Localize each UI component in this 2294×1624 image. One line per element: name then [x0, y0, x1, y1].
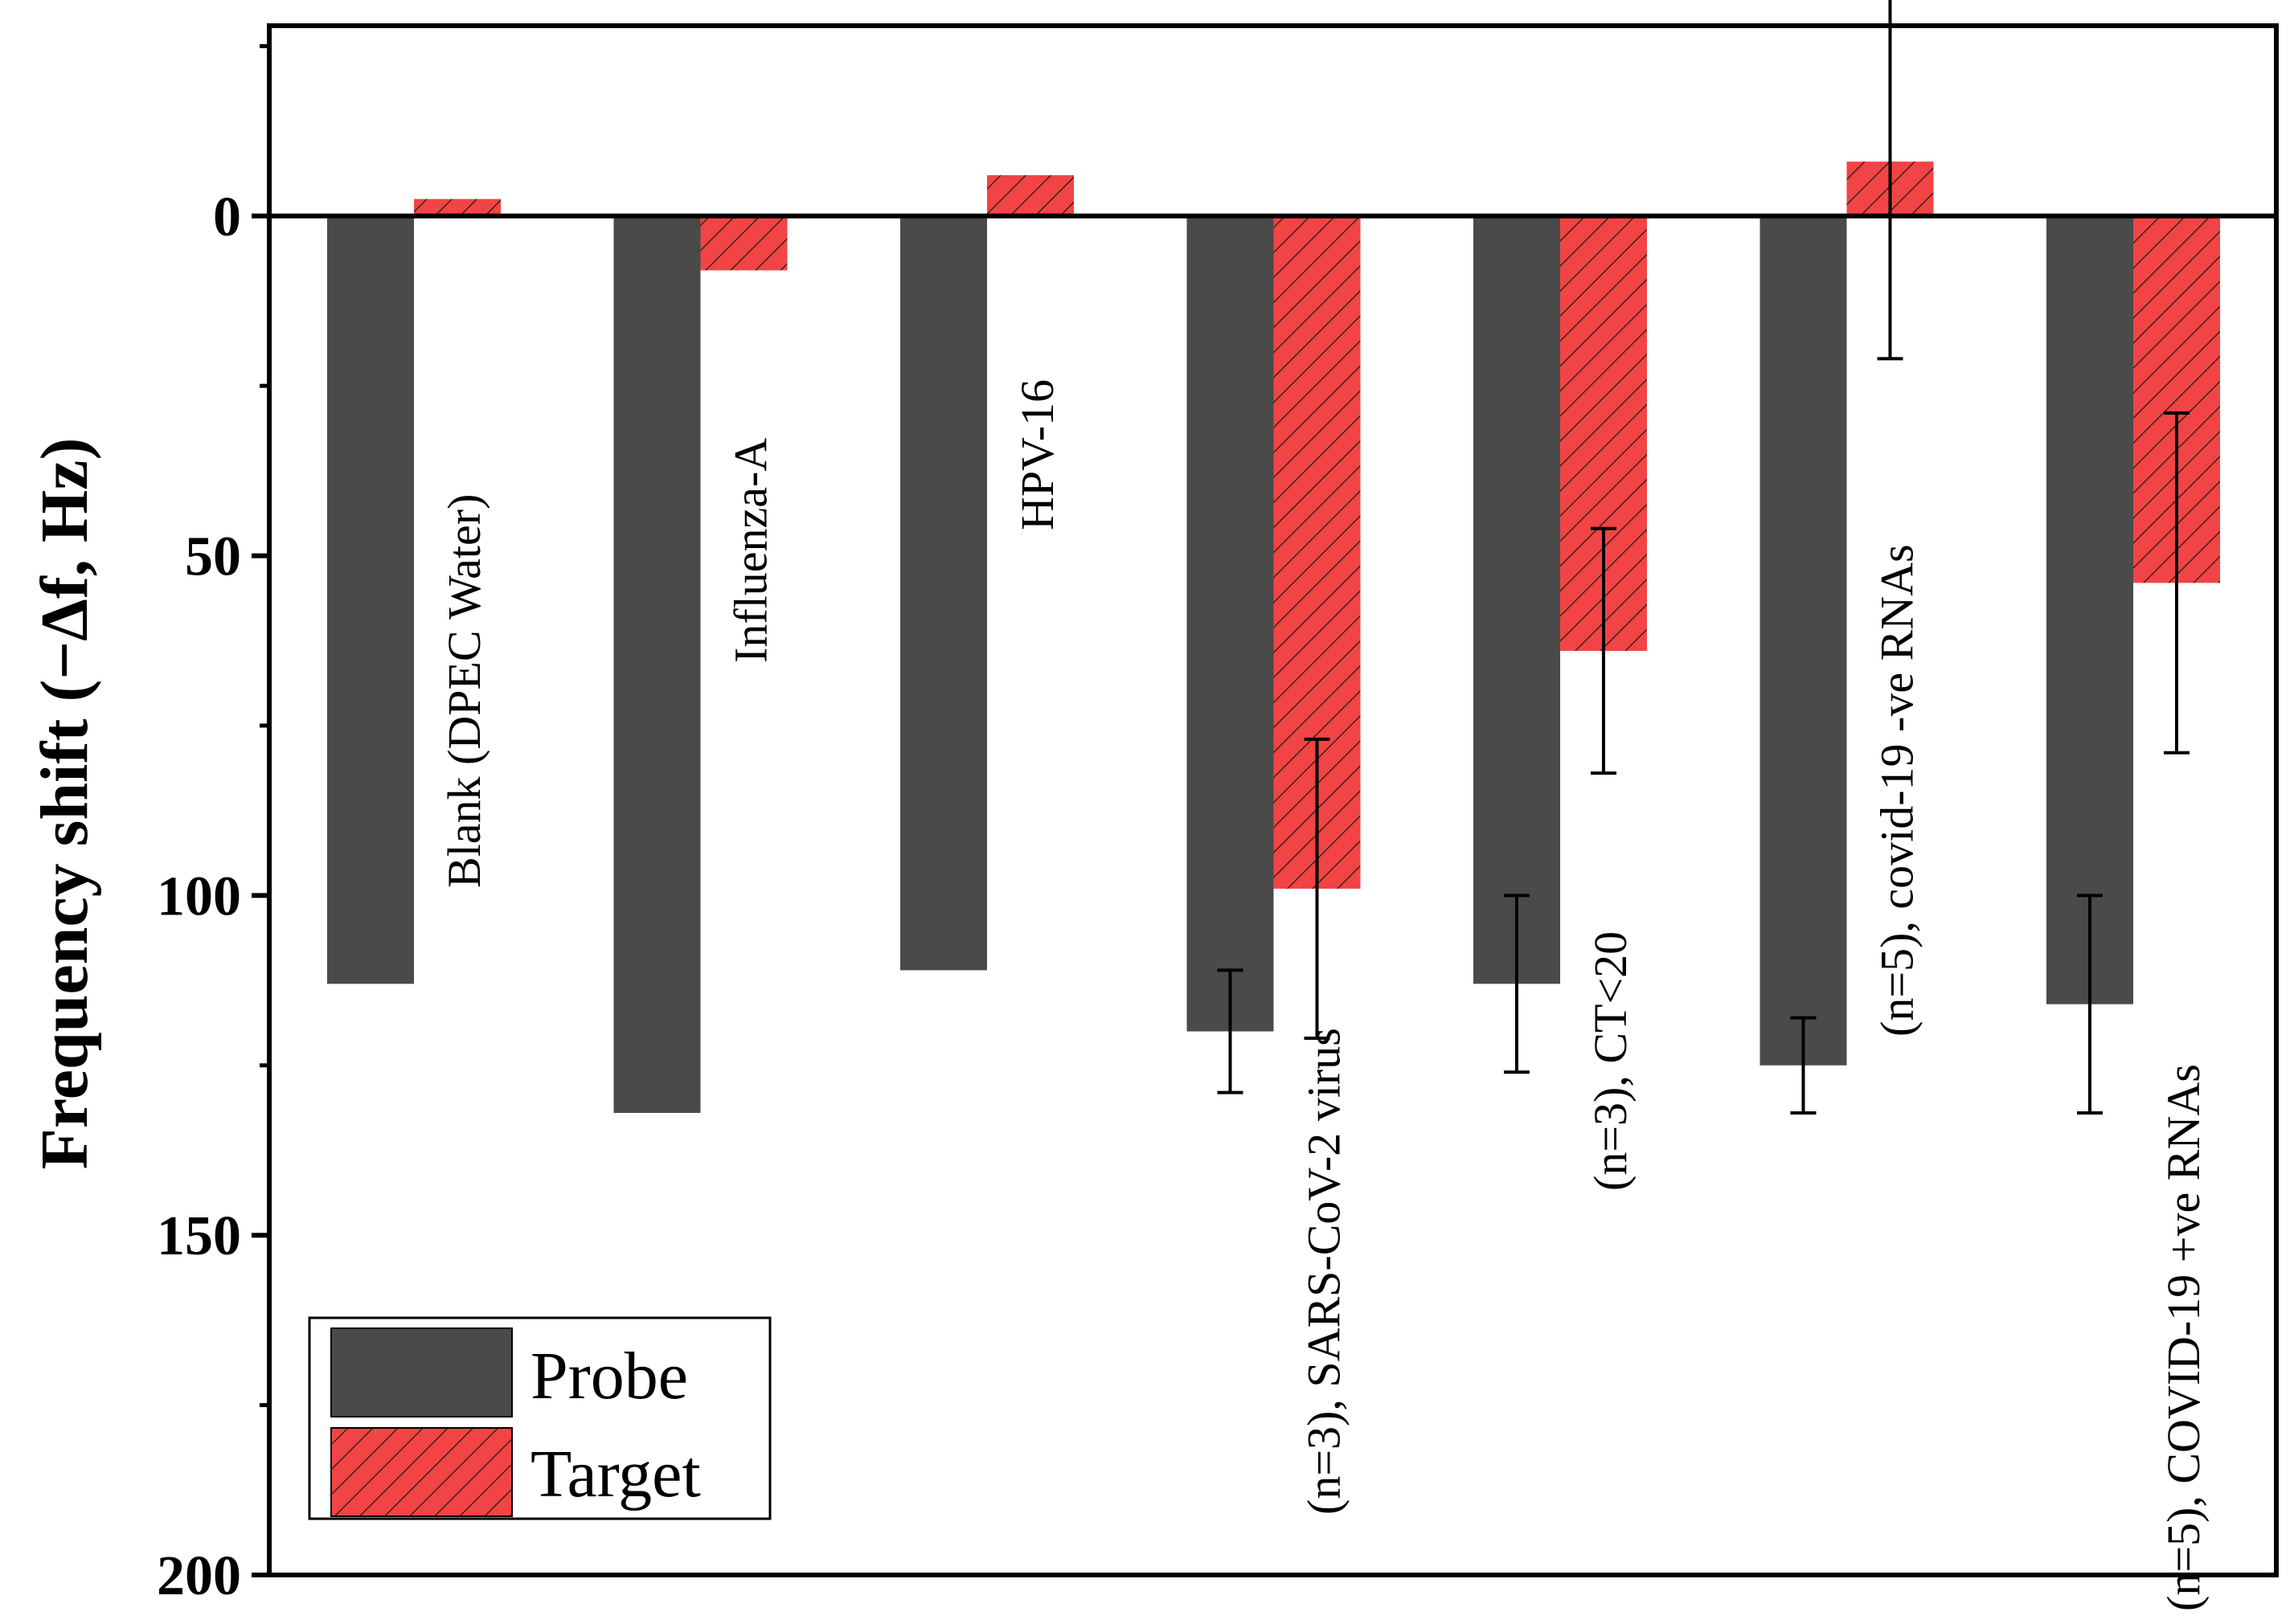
bars-layer — [327, 162, 2220, 1113]
category-label: (n=5), COVID-19 +ve RNAs — [2157, 1064, 2210, 1611]
y-tick-label: 50 — [185, 526, 241, 588]
bar-probe — [1759, 215, 1847, 1066]
error-bar-probe — [1504, 894, 1530, 1074]
category-labels: Blank (DPEC Water) Influenza-A HPV-16 (n=3)… — [438, 379, 2210, 1611]
legend-swatch-probe — [330, 1327, 513, 1417]
category-label: HPV-16 — [1011, 379, 1063, 530]
y-tick-label: 200 — [157, 1545, 241, 1607]
error-bar-target — [1877, 0, 1903, 361]
legend-label-probe: Probe — [530, 1339, 688, 1413]
error-bar-target — [1304, 737, 1330, 1040]
category-label: (n=3), CT<20 — [1584, 931, 1637, 1191]
error-bars-layer — [1217, 0, 2190, 1115]
y-tick-label: 150 — [157, 1205, 241, 1267]
category-label: (n=3), SARS-CoV-2 virus — [1298, 1028, 1350, 1515]
bar-probe — [2046, 215, 2133, 1004]
category-label: (n=5), covid-19 -ve RNAs — [1871, 544, 1923, 1037]
error-bar-probe — [1217, 968, 1243, 1094]
category-label: Influenza-A — [725, 438, 777, 663]
bar-probe — [1473, 215, 1560, 984]
y-tick-label: 100 — [157, 865, 241, 927]
bar-target — [700, 215, 788, 271]
category-label: Blank (DPEC Water) — [438, 494, 490, 888]
error-bar-probe — [1790, 1016, 1817, 1115]
bar-target — [987, 175, 1074, 216]
bar-probe — [900, 215, 987, 971]
bar-target — [414, 198, 501, 216]
y-axis-title: Frequency shift (−Δf, Hz) — [27, 438, 102, 1170]
legend: Probe Target — [308, 1316, 772, 1520]
error-bar-probe — [2077, 894, 2103, 1115]
y-axis-ticks: 0 50 100 150 200 — [157, 43, 269, 1607]
bar-probe — [327, 215, 414, 984]
legend-swatch-target — [330, 1427, 513, 1517]
legend-label-target: Target — [530, 1437, 701, 1512]
error-bar-target — [2164, 411, 2190, 755]
bar-probe — [1186, 215, 1274, 1032]
plot-frame — [267, 23, 2279, 1577]
y-tick-label: 0 — [213, 186, 241, 248]
error-bar-target — [1591, 526, 1616, 775]
bar-probe — [613, 215, 701, 1113]
